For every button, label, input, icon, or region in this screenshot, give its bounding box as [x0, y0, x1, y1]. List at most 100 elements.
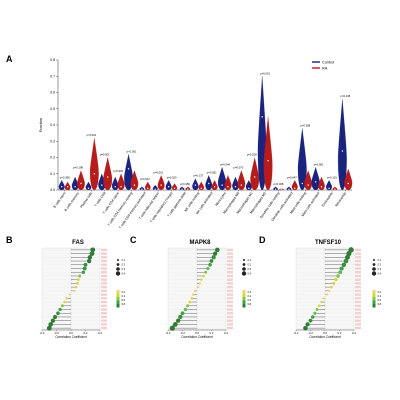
- violin: [217, 166, 227, 191]
- pvalue-tag: [355, 319, 361, 322]
- lollipop-dot: [89, 251, 95, 256]
- pvalue-legend-swatch: [242, 290, 246, 294]
- pvalue-label: p=0.101: [327, 175, 337, 179]
- lollipop-dot: [186, 304, 190, 308]
- pvalue-label: p=0.198: [73, 166, 83, 170]
- pvalue-tag: [355, 271, 361, 274]
- pvalue-legend-swatch: [372, 300, 376, 304]
- pvalue-tag: [101, 271, 107, 274]
- abs-r-legend-dot: [115, 271, 121, 276]
- pvalue-tag: [227, 252, 233, 255]
- x-tick-label: 0.2: [338, 331, 342, 335]
- lollipop-dot: [48, 322, 53, 327]
- pvalue-legend-swatch: [372, 297, 376, 301]
- pvalue-tag: [101, 259, 107, 263]
- pvalue-legend-swatch: [116, 300, 120, 304]
- pvalue-tag: [101, 323, 107, 326]
- lollipop-dot: [211, 255, 216, 260]
- violin: [237, 170, 246, 191]
- violin: [250, 157, 260, 191]
- violin: [111, 176, 119, 191]
- pvalue-tag: [101, 274, 107, 278]
- pvalue-legend-swatch: [242, 304, 246, 308]
- x-tick-label: T cells CD4 memory resting: [107, 191, 134, 227]
- pvalue-label: p=0.528: [247, 153, 257, 157]
- x-tick-label: -0.4: [294, 331, 299, 335]
- x-tick-label: T cells CD8: [94, 191, 107, 207]
- panel-letter-d: D: [259, 235, 266, 245]
- lollipop-dot: [73, 289, 76, 293]
- x-tick-label: 0.0: [323, 331, 327, 335]
- median-dot: [141, 188, 143, 190]
- abs-r-legend-label: 0.1: [378, 258, 382, 262]
- x-tick-label: 0.0: [69, 331, 73, 335]
- pvalue-legend-swatch: [116, 293, 120, 297]
- pvalue-legend-label: 0.6: [378, 298, 382, 302]
- lollipop-dot: [341, 262, 347, 267]
- lollipop-dot: [336, 274, 340, 278]
- abs-r-legend-dot: [372, 267, 376, 271]
- pvalue-tag: [355, 278, 361, 281]
- panel-title-d: TNFSF10: [315, 240, 342, 246]
- median-dot: [173, 187, 176, 190]
- x-axis-label: Correlation Coefficient: [55, 335, 87, 339]
- pvalue-tag: [101, 263, 107, 266]
- median-dot: [74, 186, 76, 188]
- pvalue-tag: [355, 256, 361, 259]
- median-dot: [347, 182, 349, 185]
- abs-r-legend-label: 0.3: [378, 267, 382, 271]
- lollipop-dot: [190, 297, 194, 300]
- x-tick-label: Neutrophils: [334, 191, 347, 207]
- median-dot: [133, 184, 136, 186]
- lollipop-dot: [63, 300, 66, 304]
- abs-r-legend-dot: [373, 259, 375, 261]
- pvalue-label: p=0.020: [167, 175, 177, 179]
- pvalue-tag: [355, 293, 361, 296]
- lollipop-dot: [328, 289, 331, 293]
- pvalue-tag: [227, 300, 233, 304]
- median-dot: [200, 187, 202, 190]
- x-tick-label: -0.2: [308, 331, 313, 335]
- pvalue-tag: [101, 289, 107, 293]
- pvalue-tag: [101, 252, 107, 255]
- x-tick-label: 0.4: [98, 331, 102, 335]
- lollipop-dot: [206, 266, 210, 271]
- pvalue-label: p=0.238: [340, 94, 350, 98]
- violin: [171, 183, 178, 191]
- lollipop-dot: [183, 307, 188, 312]
- pvalue-tag: [355, 304, 361, 307]
- median-dot: [107, 176, 109, 178]
- x-tick-label: -0.2: [54, 331, 59, 335]
- pvalue-tag: [101, 300, 107, 304]
- pvalue-label: p=0.001: [314, 162, 324, 166]
- pvalue-legend-swatch: [116, 297, 120, 301]
- violin: [286, 186, 292, 191]
- median-dot: [154, 188, 156, 190]
- abs-r-legend-dot: [242, 267, 246, 271]
- median-dot: [334, 188, 336, 190]
- median-dot: [234, 186, 237, 188]
- x-tick-label: 0.4: [352, 331, 356, 335]
- median-dot: [341, 150, 344, 152]
- pvalue-tag: [101, 315, 107, 319]
- median-dot: [101, 184, 103, 186]
- lollipop-dot: [332, 281, 336, 285]
- violin: [85, 181, 92, 191]
- pvalue-tag: [101, 319, 107, 322]
- x-tick-label: Plasma cells: [79, 191, 93, 209]
- x-tick-label: 0.2: [210, 331, 214, 335]
- abs-r-legend-dot: [116, 267, 120, 271]
- pvalue-legend-label: 0.6: [122, 298, 126, 302]
- y-tick-label: 0.8: [50, 58, 55, 62]
- lollipop-dot: [345, 254, 350, 260]
- pvalue-legend-label: 0.4: [248, 294, 252, 298]
- pvalue-tag: [101, 282, 107, 285]
- lollipop-dot: [305, 322, 310, 327]
- violin-panel-a: A 0.0 0.1 0.2 0.3 0.4 0.5 0.6 0.7 0.8 Fraction Con…: [6, 54, 353, 230]
- lollipop-dot: [46, 325, 52, 331]
- median-dot: [280, 188, 283, 190]
- pvalue-tag: [355, 297, 361, 300]
- abs-r-legend-dot: [241, 271, 247, 276]
- pvalue-legend-swatch: [242, 300, 246, 304]
